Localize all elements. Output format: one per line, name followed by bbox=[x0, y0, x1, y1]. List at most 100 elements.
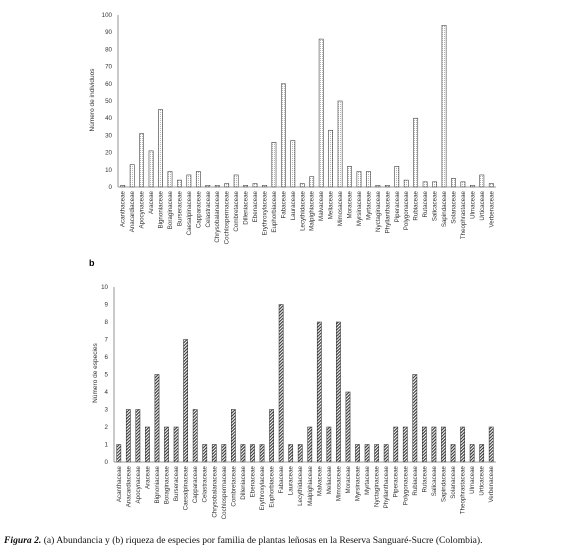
bar-burseraceae bbox=[177, 179, 182, 188]
bar-bignoniaceae bbox=[158, 109, 163, 188]
y-tick-label: 50 bbox=[105, 98, 112, 105]
bar-boraginaceae bbox=[164, 426, 169, 463]
bar-acanthaceae bbox=[116, 444, 122, 463]
x-tick-label: Ebenaceae bbox=[252, 190, 259, 222]
bar-rubiaceae bbox=[413, 117, 419, 188]
y-tick-label: 5 bbox=[105, 372, 109, 379]
x-tick-labels: Acanthaceae Anacardiaceae Apocynaceae Arace… bbox=[120, 190, 496, 244]
bar-malvaceae bbox=[316, 321, 322, 463]
bar-capparaceae bbox=[195, 171, 201, 188]
x-tick-label: Meliaceae bbox=[326, 465, 333, 494]
x-tick-label: Capparaceae bbox=[192, 465, 199, 503]
x-tick-label: Moraceae bbox=[345, 465, 352, 493]
bar-lecythidaceae bbox=[297, 444, 303, 463]
x-tick-label: Celastraceae bbox=[202, 465, 209, 502]
x-tick-label: Fabaceae bbox=[280, 190, 287, 218]
bar-euphorbiaceae bbox=[271, 142, 277, 188]
bar-salicaceae bbox=[432, 181, 437, 188]
x-tick-label: Myrsinaceae bbox=[355, 465, 362, 501]
x-tick-label: Lauraceae bbox=[290, 190, 297, 220]
y-tick-label: 10 bbox=[105, 167, 112, 174]
figure-caption: Figura 2. (a) Abundancia y (b) riqueza d… bbox=[4, 535, 578, 546]
chart-panel-a: Número de individuos 0 10 20 30 40 50 60 70 80 90… bbox=[89, 12, 496, 244]
bar-malpighiaceae bbox=[307, 426, 313, 463]
x-tick-label: Chrysobalanaceae bbox=[211, 465, 218, 517]
bar-ulmaceae bbox=[469, 444, 475, 463]
x-tick-label: Malpighiaceae bbox=[307, 465, 314, 505]
x-tick-label: Theophrastaceae bbox=[460, 465, 467, 514]
bar-ebenaceae bbox=[250, 444, 255, 463]
x-tick-label: Polygonaceae bbox=[403, 190, 410, 230]
x-tick-label: Ulmaceae bbox=[469, 465, 476, 493]
x-tick-label: Verbenaceae bbox=[488, 465, 495, 502]
x-tick-label: Araceae bbox=[148, 190, 155, 214]
x-tick-label: Phyllanthaceae bbox=[383, 465, 390, 508]
x-tick-label: Araceae bbox=[144, 465, 151, 489]
x-tick-label: Bignoniaceae bbox=[154, 465, 161, 503]
bar-fabaceae bbox=[280, 83, 286, 188]
bar-combretaceae bbox=[233, 174, 239, 188]
x-tick-label: Nyctaginaceae bbox=[374, 465, 381, 506]
bar-mimosaceae bbox=[337, 100, 343, 188]
bar-phyllanthaceae bbox=[383, 444, 389, 463]
y-tick-label: 2 bbox=[105, 424, 109, 431]
x-tick-label: Theophrastaceae bbox=[460, 190, 467, 239]
bar-anacardiaceae bbox=[125, 409, 131, 463]
bar-series bbox=[116, 304, 494, 463]
y-tick-label: 7 bbox=[105, 337, 109, 344]
x-tick-label: Boraginaceae bbox=[167, 190, 174, 229]
y-tick-label: 4 bbox=[105, 389, 109, 396]
chart-panel-b: Número de especies 0 1 2 3 4 5 6 7 8 9 10 Acanthac… bbox=[92, 284, 496, 519]
bar-ebenaceae bbox=[252, 183, 258, 188]
x-tick-labels: Acanthaceae Anacardiaceae Apocynaceae Arace… bbox=[116, 465, 495, 519]
x-tick-label: Dilleniaceae bbox=[243, 190, 250, 224]
x-tick-label: Sapindaceae bbox=[441, 190, 448, 227]
bar-celastraceae bbox=[202, 444, 208, 463]
bar-combretaceae bbox=[230, 409, 236, 463]
x-tick-label: Boraginaceae bbox=[164, 465, 171, 504]
y-tick-label: 8 bbox=[105, 319, 109, 326]
bar-moraceae bbox=[347, 166, 352, 188]
bar-caesalpinaceae bbox=[183, 339, 188, 463]
x-tick-label: Burseraceae bbox=[173, 465, 180, 501]
x-tick-label: Salicaceae bbox=[432, 190, 439, 221]
bar-verbenaceae bbox=[488, 183, 494, 188]
y-tick-label: 0 bbox=[105, 459, 109, 466]
x-tick-label: Mimosaceae bbox=[337, 190, 344, 226]
x-tick-label: Acanthaceae bbox=[116, 465, 123, 502]
x-tick-label: Rutaceae bbox=[422, 190, 429, 217]
y-tick-label: 3 bbox=[105, 407, 109, 414]
bar-myrtaceae bbox=[364, 444, 370, 463]
bar-cochlospermaceae bbox=[224, 183, 230, 188]
bar-salicaceae bbox=[431, 426, 437, 463]
bar-moraceae bbox=[345, 391, 351, 463]
x-tick-label: Dilleniaceae bbox=[240, 465, 247, 499]
x-tick-label: Piperaceae bbox=[394, 190, 401, 222]
x-tick-label: Cochlospermaceae bbox=[221, 465, 228, 519]
bar-araceae bbox=[145, 426, 150, 463]
bar-solanaceae bbox=[451, 178, 456, 188]
x-tick-label: Lecythidaceae bbox=[297, 465, 304, 505]
bar-apocynaceae bbox=[139, 133, 144, 188]
x-tick-label: Combretaceae bbox=[230, 465, 237, 506]
bar-fabaceae bbox=[278, 304, 284, 463]
x-tick-label: Verbenaceae bbox=[488, 190, 495, 227]
bar-bignoniaceae bbox=[154, 374, 160, 463]
x-tick-label: Burseraceae bbox=[176, 190, 183, 226]
x-tick-label: Bignoniaceae bbox=[158, 190, 165, 228]
x-tick-label: Anacardiaceae bbox=[129, 190, 136, 232]
bar-verbenaceae bbox=[488, 426, 494, 463]
x-tick-label: Solanaceae bbox=[450, 190, 457, 223]
x-tick-label: Acanthaceae bbox=[120, 190, 127, 227]
y-tick-label: 10 bbox=[101, 284, 108, 291]
x-tick-label: Polygonaceae bbox=[402, 465, 409, 505]
y-tick-label: 40 bbox=[105, 115, 112, 122]
bar-piperaceae bbox=[394, 166, 400, 188]
bar-apocynaceae bbox=[135, 409, 141, 463]
x-tick-label: Capparaceae bbox=[195, 190, 202, 228]
bar-meliaceae bbox=[328, 129, 333, 188]
bar-piperaceae bbox=[393, 426, 399, 463]
y-tick-label: 70 bbox=[105, 64, 112, 71]
x-tick-label: Lecythidaceae bbox=[299, 190, 306, 230]
